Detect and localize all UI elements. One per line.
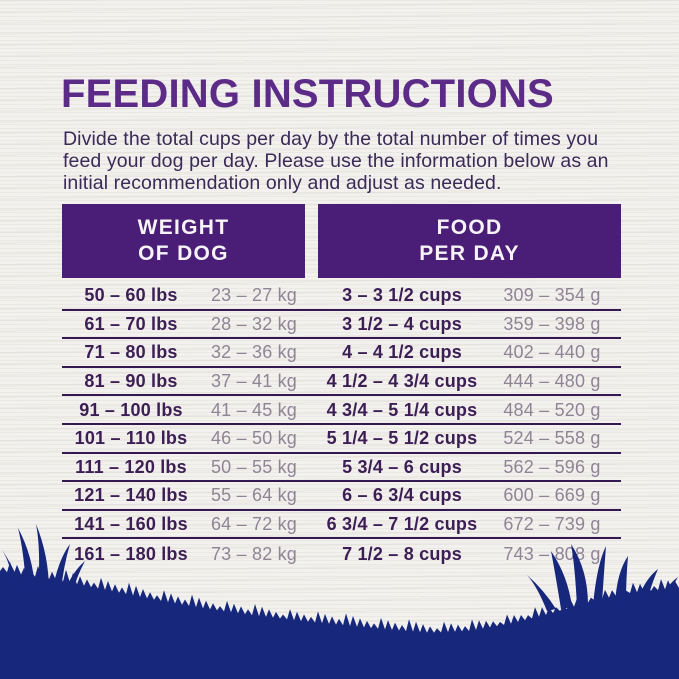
- food-grams-value: 562 – 596 g: [503, 456, 601, 477]
- table-row: 111 – 120 lbs 50 – 55 kg 5 3/4 – 6 cups …: [62, 454, 621, 483]
- food-grams-value: 524 – 558 g: [503, 428, 601, 449]
- intro-line: Divide the total cups per day by the tot…: [63, 128, 599, 150]
- weight-lbs-value: 81 – 90 lbs: [84, 371, 178, 392]
- grass-blade: [551, 551, 572, 609]
- grass-blade: [571, 544, 588, 607]
- weight-kg-value: 46 – 50 kg: [210, 428, 298, 449]
- grass-blade: [64, 561, 85, 593]
- weight-kg-value: 55 – 64 kg: [210, 485, 298, 506]
- food-cups-value: 3 – 3 1/2 cups: [342, 285, 462, 306]
- weight-kg-value: 37 – 41 kg: [210, 371, 298, 392]
- food-grams-value: 600 – 669 g: [503, 485, 601, 506]
- table-row: 50 – 60 lbs 23 – 27 kg 3 – 3 1/2 cups 30…: [62, 282, 621, 311]
- food-per-day-header: FOOD PER DAY: [318, 204, 621, 278]
- weight-lbs-value: 141 – 160 lbs: [74, 514, 188, 535]
- food-grams-value: 444 – 480 g: [503, 371, 601, 392]
- grass-blade: [36, 524, 49, 591]
- food-grams-value: 484 – 520 g: [503, 399, 601, 420]
- weight-kg-value: 41 – 45 kg: [210, 399, 298, 420]
- weight-of-dog-header: WEIGHT OF DOG: [62, 204, 305, 278]
- weight-lbs-value: 50 – 60 lbs: [84, 285, 178, 306]
- table-row: 61 – 70 lbs 28 – 32 kg 3 1/2 – 4 cups 35…: [62, 311, 621, 340]
- grass-blade: [593, 546, 606, 605]
- weight-kg-value: 23 – 27 kg: [210, 285, 298, 306]
- feeding-table-body: 50 – 60 lbs 23 – 27 kg 3 – 3 1/2 cups 30…: [62, 282, 621, 568]
- grass-blade: [52, 544, 70, 592]
- grass-mound: [0, 562, 679, 679]
- grass-blades: [2, 524, 678, 611]
- weight-kg-value: 28 – 32 kg: [210, 313, 298, 334]
- weight-lbs-value: 101 – 110 lbs: [74, 428, 188, 449]
- weight-kg-value: 50 – 55 kg: [210, 456, 298, 477]
- intro-line: feed your dog per day. Please use the in…: [63, 149, 609, 172]
- grass-blade: [615, 556, 628, 603]
- grass-blade: [661, 577, 678, 599]
- weight-lbs-value: 71 – 80 lbs: [84, 342, 178, 363]
- food-cups-value: 3 1/2 – 4 cups: [342, 313, 462, 334]
- weight-lbs-value: 121 – 140 lbs: [74, 485, 188, 506]
- food-cups-value: 7 1/2 – 8 cups: [342, 543, 462, 564]
- food-header-line: PER DAY: [419, 242, 520, 265]
- grass-blade: [527, 575, 556, 611]
- food-grams-value: 672 – 739 g: [503, 514, 601, 535]
- weight-lbs-value: 91 – 100 lbs: [79, 399, 183, 420]
- food-grams-value: 309 – 354 g: [503, 285, 601, 306]
- grass-blade: [18, 528, 35, 589]
- weight-lbs-value: 111 – 120 lbs: [75, 456, 187, 477]
- table-row: 71 – 80 lbs 32 – 36 kg 4 – 4 1/2 cups 40…: [62, 339, 621, 368]
- intro-paragraph: Divide the total cups per day by the tot…: [63, 128, 609, 194]
- table-header-row: WEIGHT OF DOG FOOD PER DAY: [62, 204, 621, 278]
- weight-header-line: WEIGHT: [137, 216, 230, 239]
- food-grams-value: 402 – 440 g: [503, 342, 601, 363]
- weight-kg-value: 64 – 72 kg: [210, 514, 298, 535]
- food-cups-value: 6 – 6 3/4 cups: [342, 485, 462, 506]
- weight-header-line: OF DOG: [138, 242, 229, 265]
- table-row: 121 – 140 lbs 55 – 64 kg 6 – 6 3/4 cups …: [62, 482, 621, 511]
- food-grams-value: 359 – 398 g: [503, 313, 601, 334]
- weight-lbs-value: 61 – 70 lbs: [84, 313, 178, 334]
- table-row: 141 – 160 lbs 64 – 72 kg 6 3/4 – 7 1/2 c…: [62, 511, 621, 540]
- food-cups-value: 5 3/4 – 6 cups: [342, 456, 462, 477]
- food-cups-value: 4 – 4 1/2 cups: [342, 342, 462, 363]
- weight-lbs-value: 161 – 180 lbs: [74, 543, 188, 564]
- grass-silhouette: [0, 524, 679, 679]
- page-title: FEEDING INSTRUCTIONS: [61, 71, 554, 116]
- intro-line: initial recommendation only and adjust a…: [63, 171, 502, 194]
- table-row: 81 – 90 lbs 37 – 41 kg 4 1/2 – 4 3/4 cup…: [62, 368, 621, 397]
- food-cups-value: 4 3/4 – 5 1/4 cups: [326, 399, 478, 420]
- table-row: 101 – 110 lbs 46 – 50 kg 5 1/4 – 5 1/2 c…: [62, 425, 621, 454]
- grass-blade: [2, 550, 21, 587]
- weight-kg-value: 32 – 36 kg: [210, 342, 298, 363]
- food-cups-value: 6 3/4 – 7 1/2 cups: [326, 514, 478, 535]
- food-cups-value: 4 1/2 – 4 3/4 cups: [326, 371, 478, 392]
- food-header-line: FOOD: [436, 216, 503, 239]
- weight-kg-value: 73 – 82 kg: [210, 543, 298, 564]
- table-row: 91 – 100 lbs 41 – 45 kg 4 3/4 – 5 1/4 cu…: [62, 396, 621, 425]
- grass-blade: [637, 569, 658, 601]
- food-cups-value: 5 1/4 – 5 1/2 cups: [326, 428, 478, 449]
